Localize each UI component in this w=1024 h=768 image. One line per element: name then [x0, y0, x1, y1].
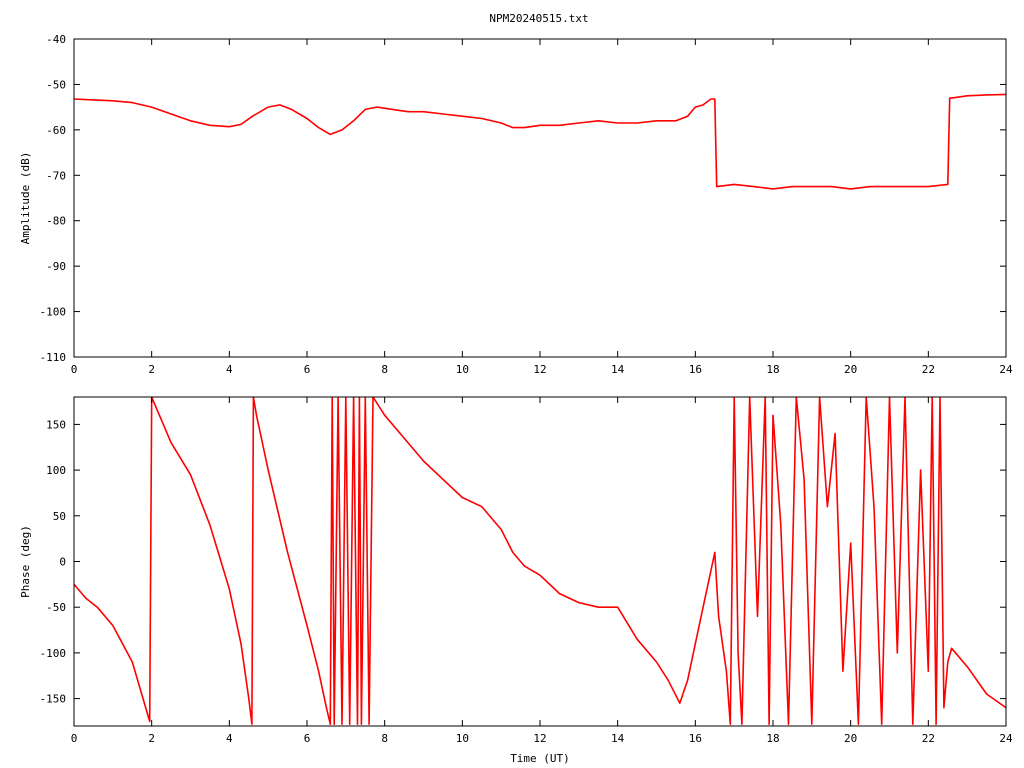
- y-tick-label: 0: [59, 556, 66, 569]
- x-tick-label: 20: [844, 363, 857, 376]
- x-axis-label: Time (UT): [510, 752, 570, 765]
- x-tick-label: 12: [533, 732, 546, 745]
- amplitude-series-line: [74, 93, 1006, 190]
- x-tick-label: 14: [611, 732, 625, 745]
- x-tick-label: 12: [533, 363, 546, 376]
- y-tick-label: -50: [46, 78, 66, 91]
- x-tick-label: 6: [304, 732, 311, 745]
- y-tick-label: -80: [46, 215, 66, 228]
- x-tick-label: 18: [766, 363, 779, 376]
- y-axis-label: Amplitude (dB): [19, 152, 32, 245]
- x-tick-label: 24: [999, 732, 1013, 745]
- y-tick-label: -50: [46, 601, 66, 614]
- x-tick-label: 2: [148, 363, 155, 376]
- y-tick-label: -70: [46, 169, 66, 182]
- x-tick-label: 10: [456, 363, 469, 376]
- x-tick-label: 10: [456, 732, 469, 745]
- chart-title: NPM20240515.txt: [489, 12, 588, 25]
- plot-frame: [73, 396, 1007, 727]
- y-tick-label: -110: [40, 351, 67, 364]
- y-tick-label: 100: [46, 464, 66, 477]
- x-tick-label: 4: [226, 363, 233, 376]
- x-tick-label: 18: [766, 732, 779, 745]
- x-tick-label: 16: [689, 363, 702, 376]
- x-tick-label: 8: [381, 363, 388, 376]
- x-tick-label: 22: [922, 363, 935, 376]
- phase-panel: 0 2 4 6 8 10 12 14 16 18 20 22 24150100500-50-100-15…: [19, 396, 1013, 765]
- x-tick-label: 2: [148, 732, 155, 745]
- x-tick-label: 20: [844, 732, 857, 745]
- y-tick-label: 50: [53, 510, 66, 523]
- phase-series-line: [74, 397, 1006, 726]
- y-tick-label: -60: [46, 124, 66, 137]
- x-tick-label: 8: [381, 732, 388, 745]
- y-tick-label: -100: [40, 647, 67, 660]
- y-tick-label: 150: [46, 418, 66, 431]
- x-tick-label: 24: [999, 363, 1013, 376]
- y-tick-label: -40: [46, 33, 66, 46]
- y-tick-label: -100: [40, 306, 67, 319]
- x-tick-label: 0: [71, 732, 78, 745]
- x-tick-label: 16: [689, 732, 702, 745]
- x-tick-label: 14: [611, 363, 625, 376]
- x-tick-label: 0: [71, 363, 78, 376]
- x-tick-label: 22: [922, 732, 935, 745]
- x-tick-label: 4: [226, 732, 233, 745]
- y-tick-label: -90: [46, 260, 66, 273]
- x-tick-label: 6: [304, 363, 311, 376]
- amplitude-panel: 0 2 4 6 8 10 12 14 16 18 20 22 24-40-50-60-70-80-90-…: [19, 33, 1013, 376]
- y-tick-label: -150: [40, 693, 67, 706]
- plot-frame: [73, 38, 1007, 358]
- y-axis-label: Phase (deg): [19, 525, 32, 598]
